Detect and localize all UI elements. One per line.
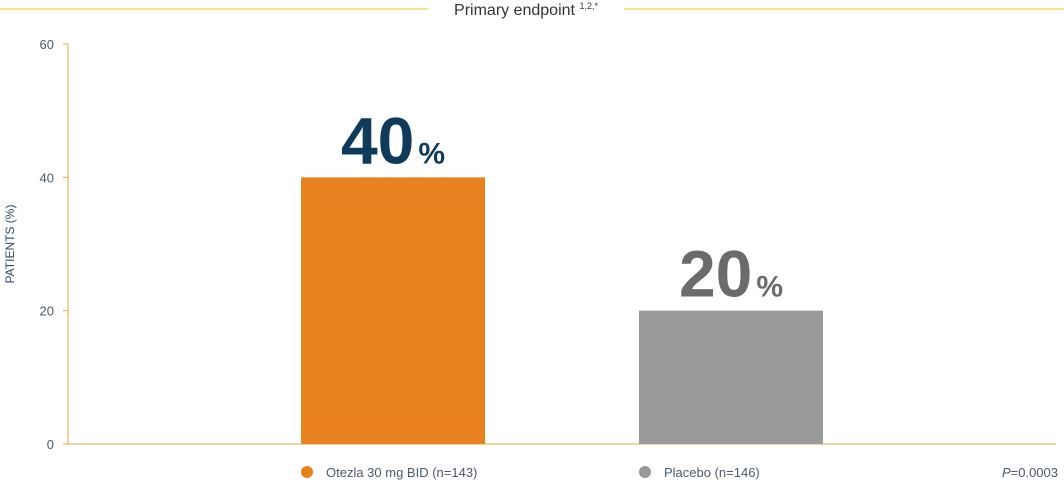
bar <box>301 177 485 445</box>
value-label: 40% <box>341 103 445 177</box>
legend-marker <box>639 466 651 478</box>
title-text: Primary endpoint <box>454 2 576 19</box>
y-tick-label: 0 <box>47 437 54 452</box>
legend-label: Otezla 30 mg BID (n=143) <box>326 465 477 480</box>
value-label: 20% <box>679 237 783 311</box>
y-tick-label: 60 <box>40 37 54 52</box>
bar <box>639 310 823 444</box>
y-tick-label: 20 <box>40 304 54 319</box>
legend-label: Placebo (n=146) <box>664 465 760 480</box>
title-superscript: 1,2,* <box>579 1 598 11</box>
chart-title: Primary endpoint 1,2,* <box>454 1 598 19</box>
y-axis-label: PATIENTS (%) <box>3 205 17 284</box>
legend-marker <box>301 466 313 478</box>
annotation: P=0.0003 <box>1002 465 1058 480</box>
y-tick-label: 40 <box>40 170 54 185</box>
